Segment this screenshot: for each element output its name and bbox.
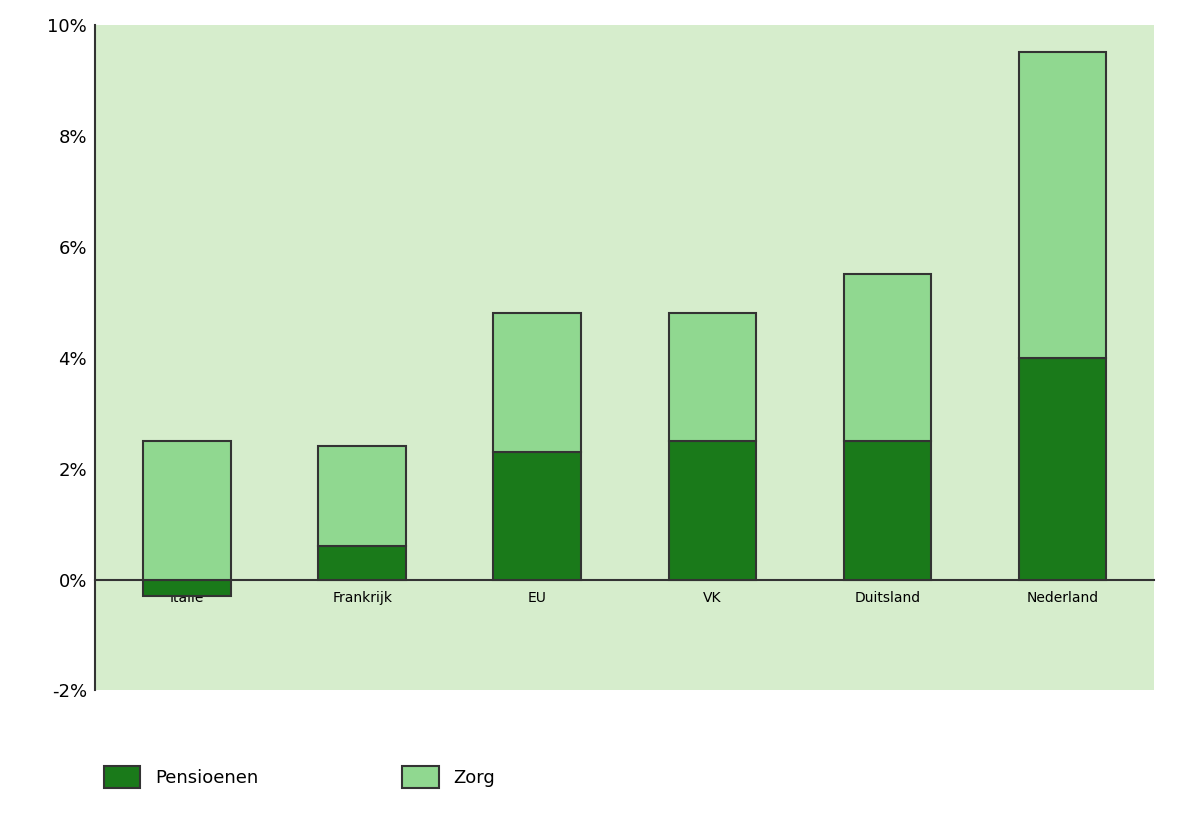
Bar xyxy=(669,441,756,580)
Bar xyxy=(143,580,231,596)
Bar xyxy=(494,452,581,580)
Bar xyxy=(319,446,406,547)
Legend: Pensioenen, Zorg: Pensioenen, Zorg xyxy=(105,766,495,788)
Bar xyxy=(1019,358,1107,580)
Bar xyxy=(669,313,756,441)
Bar xyxy=(494,313,581,452)
Bar xyxy=(844,441,931,580)
Bar xyxy=(844,275,931,441)
Bar xyxy=(1019,53,1107,358)
Bar xyxy=(143,441,231,580)
Bar xyxy=(319,547,406,580)
